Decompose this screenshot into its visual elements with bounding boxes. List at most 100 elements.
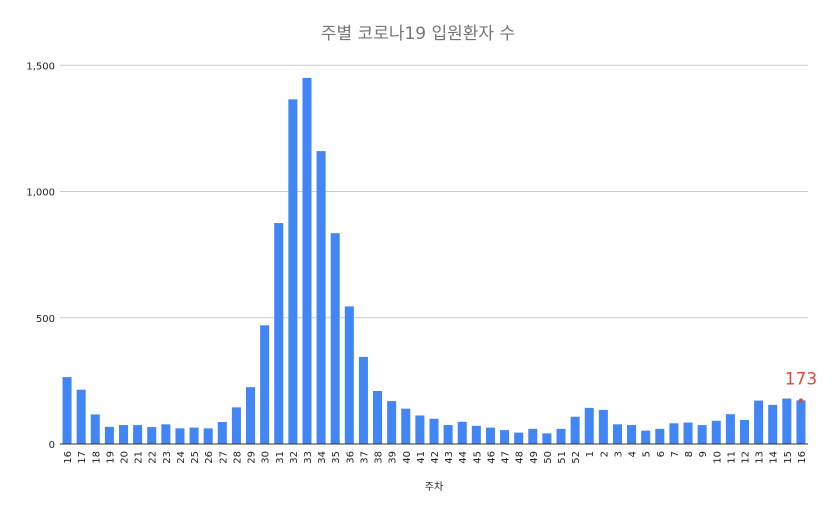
bar xyxy=(612,424,622,444)
x-tick-label: 11 xyxy=(726,451,737,464)
bar xyxy=(288,99,298,445)
chart-title: 주별 코로나19 입원환자 수 xyxy=(321,24,515,44)
bar xyxy=(316,151,326,444)
x-tick-label: 30 xyxy=(261,451,272,464)
x-tick-label: 50 xyxy=(543,451,554,464)
x-tick-label: 37 xyxy=(359,451,370,464)
bar xyxy=(76,389,86,444)
x-tick-label: 3 xyxy=(613,451,624,457)
annotations: 173 xyxy=(785,369,817,403)
bar xyxy=(62,377,72,444)
x-tick-label: 34 xyxy=(317,451,328,464)
x-tick-label: 27 xyxy=(218,451,229,464)
bar xyxy=(217,422,227,444)
bar xyxy=(344,306,354,444)
x-tick-label: 41 xyxy=(416,451,427,464)
data-label: 173 xyxy=(785,369,817,389)
x-tick-label: 47 xyxy=(501,451,512,464)
x-tick-label: 5 xyxy=(642,451,653,457)
x-tick-label: 36 xyxy=(345,451,356,464)
x-tick-label: 29 xyxy=(247,451,258,464)
x-tick-label: 35 xyxy=(331,451,342,464)
x-tick-label: 24 xyxy=(176,451,187,464)
x-tick-label: 45 xyxy=(472,451,483,464)
x-tick-label: 52 xyxy=(571,451,582,464)
x-tick-label: 39 xyxy=(388,451,399,464)
y-tick-label: 0 xyxy=(49,440,55,451)
x-tick-label: 22 xyxy=(148,451,159,464)
y-tick-label: 500 xyxy=(36,314,55,325)
bar xyxy=(175,428,185,444)
x-tick-label: 10 xyxy=(712,451,723,464)
bar xyxy=(725,414,735,444)
x-axis-label: 주차 xyxy=(425,481,443,493)
bar xyxy=(330,233,340,444)
bar xyxy=(90,414,100,444)
bar xyxy=(796,400,806,444)
x-tick-label: 17 xyxy=(77,451,88,464)
bar xyxy=(401,408,411,444)
bar xyxy=(584,407,594,444)
bar xyxy=(457,421,467,444)
x-tick-label: 1 xyxy=(585,451,596,457)
bar xyxy=(641,430,651,444)
x-tick-label: 33 xyxy=(303,451,314,464)
x-tick-label: 8 xyxy=(684,451,695,457)
x-tick-label: 2 xyxy=(599,451,610,457)
bar xyxy=(302,77,312,444)
x-tick-label: 16 xyxy=(63,451,74,464)
bar xyxy=(443,425,453,444)
x-tick-label: 19 xyxy=(105,451,116,464)
bar xyxy=(542,433,552,444)
gridlines xyxy=(60,64,808,319)
bar xyxy=(387,401,397,444)
x-tick-label: 20 xyxy=(120,451,131,464)
bar xyxy=(415,415,425,444)
bar xyxy=(500,430,510,444)
bar xyxy=(739,420,750,444)
bar xyxy=(655,428,665,444)
x-tick-label: 48 xyxy=(515,451,526,464)
bar xyxy=(768,404,778,444)
bar xyxy=(147,427,157,444)
x-tick-label: 51 xyxy=(557,451,568,464)
bar xyxy=(274,223,284,444)
annotation-marker xyxy=(798,398,803,403)
x-tick-label: 49 xyxy=(529,451,540,464)
x-tick-label: 13 xyxy=(755,451,766,464)
bar xyxy=(514,432,524,444)
x-tick-label: 32 xyxy=(289,451,300,464)
bar xyxy=(246,387,256,444)
bar xyxy=(471,425,481,444)
x-tick-label: 43 xyxy=(444,451,455,464)
bar xyxy=(133,425,143,444)
x-tick-label: 16 xyxy=(797,451,808,464)
x-tick-label: 7 xyxy=(670,451,681,457)
x-tick-label: 42 xyxy=(430,451,441,464)
x-tick-label: 46 xyxy=(486,451,497,464)
x-tick-label: 23 xyxy=(162,451,173,464)
y-tick-label: 1,500 xyxy=(26,61,55,72)
bar xyxy=(556,428,566,444)
x-tick-label: 31 xyxy=(275,451,286,464)
bar xyxy=(627,425,637,444)
bar xyxy=(598,409,608,444)
x-tick-label: 44 xyxy=(458,451,469,464)
x-tick-label: 4 xyxy=(628,451,639,457)
x-tick-label: 6 xyxy=(656,451,667,457)
bar xyxy=(231,407,241,444)
x-tick-label: 25 xyxy=(190,451,201,464)
bar xyxy=(570,416,580,444)
bar xyxy=(754,400,764,444)
x-tick-label: 9 xyxy=(698,451,709,457)
bar xyxy=(203,428,213,444)
x-tick-label: 12 xyxy=(740,451,751,464)
bar xyxy=(104,426,114,444)
bar xyxy=(485,427,495,444)
bars xyxy=(62,77,806,445)
x-tick-label: 14 xyxy=(769,451,780,464)
x-tick-label: 18 xyxy=(91,451,102,464)
bar xyxy=(528,428,538,444)
bar xyxy=(373,390,383,444)
